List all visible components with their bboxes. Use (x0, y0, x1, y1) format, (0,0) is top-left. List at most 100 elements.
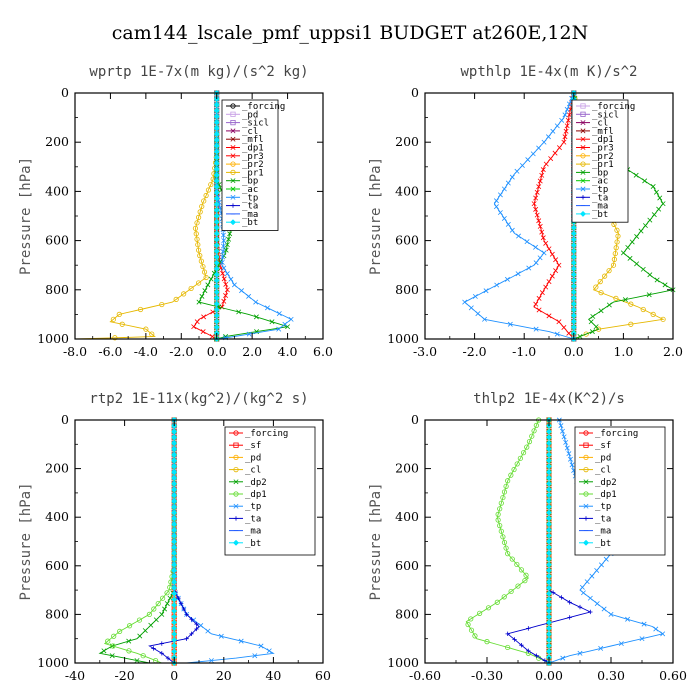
data-point (545, 631, 553, 638)
data-point (477, 610, 483, 616)
data-point (213, 201, 220, 208)
series-dp1 (531, 90, 577, 342)
y-tick-label: 800 (45, 282, 69, 297)
x-tick-label: 4.0 (278, 344, 298, 359)
legend-entry: _ma (592, 202, 608, 212)
data-point (171, 469, 178, 476)
data-point (205, 628, 211, 634)
legend-entry: _forcing (245, 429, 288, 439)
legend-entry: _ma (245, 527, 261, 537)
data-point (641, 621, 647, 627)
data-point (536, 218, 542, 224)
x-tick-label: 0.60 (659, 668, 687, 683)
data-point (213, 171, 220, 179)
x-tick-label: 0.30 (597, 668, 625, 683)
data-point (559, 117, 565, 123)
legend-marker (230, 186, 236, 192)
data-point (545, 642, 553, 649)
data-point (580, 590, 586, 596)
data-point (594, 601, 600, 607)
data-point (171, 497, 178, 505)
data-point (545, 486, 553, 493)
data-point (171, 573, 178, 580)
data-point (556, 262, 562, 268)
legend-marker (580, 111, 586, 117)
legend-marker (230, 153, 236, 159)
data-point (503, 483, 509, 489)
legend-marker (233, 479, 239, 485)
data-point (545, 602, 553, 609)
data-point (223, 281, 229, 287)
data-point (213, 183, 220, 190)
data-point (501, 489, 508, 495)
x-tick-label: 0.0 (564, 344, 584, 359)
data-point (181, 291, 187, 297)
data-point (653, 189, 659, 195)
data-point (159, 641, 164, 646)
data-point (570, 271, 577, 278)
data-point (508, 588, 514, 595)
data-point (151, 646, 156, 651)
x-tick-label: -4.0 (134, 344, 158, 359)
y-axis-label: Pressure [hPa] (18, 157, 34, 275)
data-point (518, 567, 525, 573)
series-line (103, 420, 175, 664)
data-point (570, 277, 577, 284)
data-point (178, 601, 184, 606)
data-point (288, 316, 294, 322)
series-dp2 (98, 417, 177, 664)
data-point (472, 633, 478, 639)
data-point (194, 319, 200, 325)
data-point (577, 334, 583, 340)
data-point (501, 539, 508, 546)
data-point (567, 456, 573, 462)
data-point (196, 214, 202, 220)
data-point (246, 331, 252, 337)
data-point (503, 545, 509, 551)
data-point (545, 555, 553, 562)
data-point (208, 181, 214, 188)
data-point (553, 257, 559, 263)
data-point (213, 119, 220, 126)
y-tick-label: 800 (395, 606, 419, 621)
data-point (171, 567, 178, 574)
data-point (171, 480, 178, 487)
x-tick-label: -2.0 (169, 344, 193, 359)
data-point (509, 227, 515, 233)
legend-marker (583, 479, 589, 485)
data-point (105, 638, 111, 644)
data-point (519, 642, 524, 648)
legend-marker (583, 516, 589, 521)
legend-entry: _pr2 (242, 160, 264, 170)
legend-entry: _ma (595, 527, 611, 537)
legend-marker (230, 169, 236, 175)
data-point (566, 101, 572, 107)
data-point (197, 253, 203, 259)
data-point (505, 644, 511, 651)
data-point (608, 611, 614, 617)
legend-entry: _pr1 (242, 168, 264, 178)
data-point (606, 302, 612, 308)
data-point (522, 578, 528, 584)
data-point (189, 617, 194, 622)
data-point (194, 621, 199, 627)
x-tick-label: 6.0 (313, 344, 333, 359)
data-point (545, 544, 553, 551)
series-bt (545, 416, 553, 667)
legend-entry: _cl (242, 127, 258, 137)
data-point (545, 596, 553, 603)
data-point (497, 523, 503, 529)
data-point (570, 283, 577, 290)
data-point (628, 321, 634, 327)
data-point (545, 480, 553, 487)
data-point (484, 639, 490, 645)
data-point (501, 594, 507, 600)
legend-marker (580, 169, 586, 175)
data-point (258, 643, 264, 649)
legend-marker (230, 145, 236, 150)
data-point (213, 125, 220, 132)
data-point (654, 277, 660, 283)
data-point (224, 271, 230, 277)
data-point (570, 318, 577, 325)
data-point (650, 311, 656, 317)
